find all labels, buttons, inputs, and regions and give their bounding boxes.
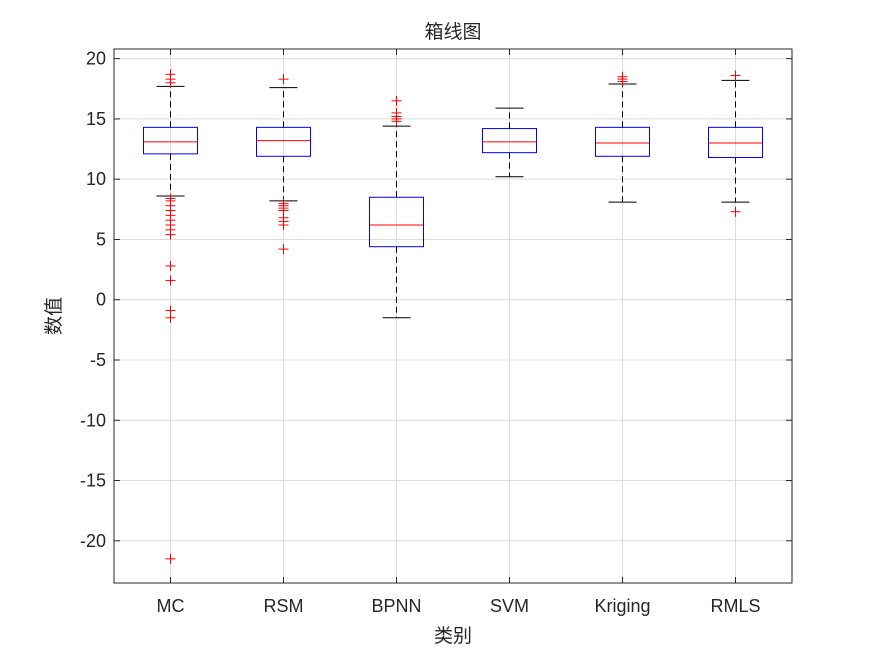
x-axis-label: 类别: [434, 625, 472, 647]
iqr-box: [708, 126, 763, 158]
outlier-marker: [730, 206, 741, 217]
outlier-marker: [165, 77, 176, 88]
iqr-box: [369, 196, 424, 248]
box-group-rmls: [708, 70, 763, 217]
outlier-marker: [165, 229, 176, 240]
outlier-marker: [165, 553, 176, 564]
x-tick-label: SVM: [490, 596, 529, 616]
iqr-box: [482, 128, 537, 154]
box-group-rsm: [256, 74, 311, 255]
iqr-box: [595, 126, 650, 157]
box-layer: [143, 69, 763, 564]
box-group-mc: [143, 69, 198, 564]
iqr-box: [143, 126, 198, 155]
x-tick-label: MC: [157, 596, 185, 616]
y-tick-label: -10: [80, 410, 106, 430]
outlier-marker: [391, 95, 402, 106]
y-axis-label: 数值: [43, 297, 65, 335]
grid-layer: [114, 49, 792, 583]
tick-layer: -20 -15 -10 -5 0 5 10 15 20 MC RSM BPNN SVM Kriging RM…: [80, 49, 792, 616]
y-tick-label: 5: [96, 229, 106, 249]
y-tick-label: -20: [80, 531, 106, 551]
x-tick-label: Kriging: [594, 596, 650, 616]
outlier-marker: [278, 74, 289, 85]
y-tick-label: 10: [86, 169, 106, 189]
axes-frame: [113, 48, 793, 584]
outlier-marker: [165, 312, 176, 323]
x-tick-label: RMLS: [710, 596, 760, 616]
outlier-marker: [730, 70, 741, 81]
y-tick-label: -15: [80, 471, 106, 491]
y-tick-label: 0: [96, 290, 106, 310]
outlier-marker: [278, 244, 289, 255]
y-tick-label: 20: [86, 49, 106, 69]
outlier-marker: [278, 219, 289, 230]
outlier-marker: [165, 275, 176, 286]
box-group-kriging: [595, 71, 650, 203]
outlier-marker: [617, 76, 628, 87]
box-group-svm: [482, 107, 537, 178]
outlier-marker: [391, 116, 402, 127]
outlier-marker: [165, 260, 176, 271]
box-group-bpnn: [369, 95, 424, 319]
y-tick-label: -5: [90, 350, 106, 370]
chart-title: 箱线图: [424, 21, 481, 43]
y-tick-label: 15: [86, 109, 106, 129]
x-tick-label: RSM: [264, 596, 304, 616]
iqr-box: [256, 126, 311, 157]
x-tick-label: BPNN: [371, 596, 421, 616]
